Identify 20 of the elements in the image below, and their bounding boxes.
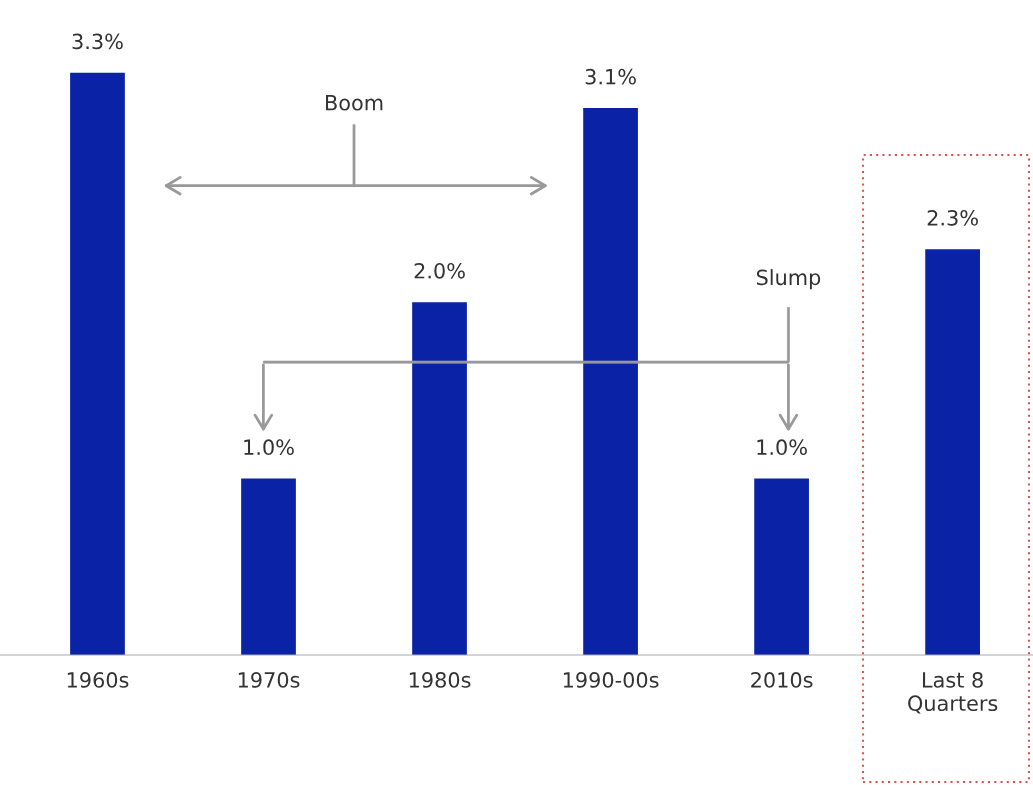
annotation: Slump (756, 269, 821, 290)
data-label: 2.0% (414, 262, 465, 279)
data-label: 3.3% (72, 33, 123, 50)
bar (583, 108, 638, 655)
data-label: 3.1% (585, 68, 636, 85)
bar (754, 478, 809, 655)
x-tick-label: 1970s (238, 672, 300, 688)
data-label: 2.3% (927, 209, 978, 226)
data-label: 1.0% (244, 439, 294, 456)
x-tick-label: 1960s (67, 672, 129, 688)
x-tick-label: Last 8 Quarters (908, 672, 998, 714)
bar (241, 478, 296, 655)
x-tick-label: 2010s (751, 672, 813, 688)
x-tick-label: 1990-00s (563, 672, 659, 688)
bar (70, 72, 125, 655)
bar (925, 249, 980, 655)
x-tick-label: 1980s (409, 672, 471, 688)
bar (412, 302, 467, 655)
data-label: 1.0% (757, 439, 807, 456)
annotation: Boom (326, 95, 383, 111)
